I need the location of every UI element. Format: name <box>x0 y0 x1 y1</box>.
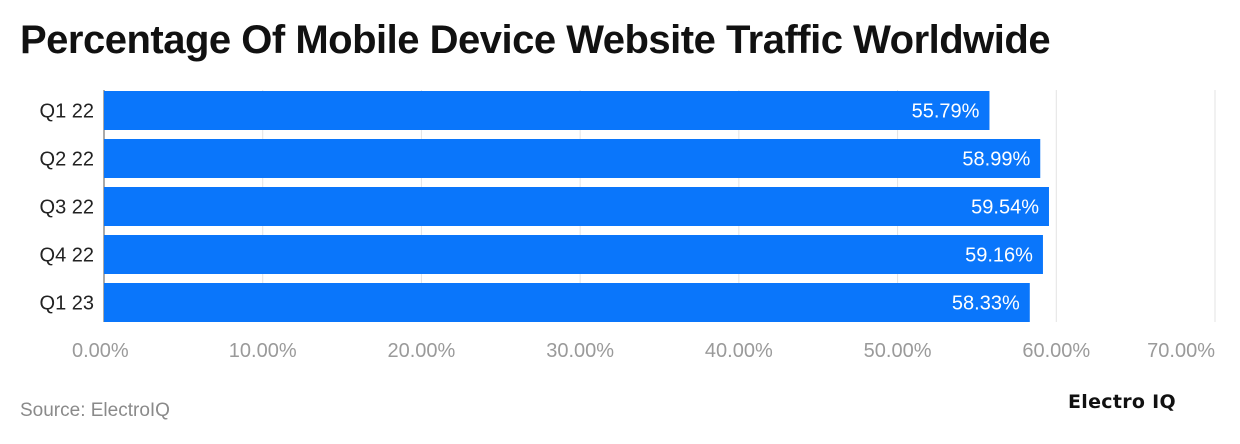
brand-logo: Electro IQ <box>1068 391 1176 413</box>
category-label: Q2 22 <box>40 149 94 171</box>
x-tick-label: 70.00% <box>1147 340 1215 362</box>
x-tick-label: 40.00% <box>705 340 773 362</box>
chart-title: Percentage Of Mobile Device Website Traf… <box>20 18 1051 62</box>
bar <box>104 283 1030 322</box>
x-tick-label: 20.00% <box>388 340 456 362</box>
bar <box>104 91 990 130</box>
category-label: Q1 23 <box>40 293 94 315</box>
x-tick-label: 0.00% <box>72 340 129 362</box>
value-label: 58.99% <box>962 149 1030 171</box>
x-tick-label: 10.00% <box>229 340 297 362</box>
bar <box>104 139 1041 178</box>
bar <box>104 235 1043 274</box>
value-label: 59.16% <box>965 245 1033 267</box>
x-tick-label: 50.00% <box>864 340 932 362</box>
category-label: Q3 22 <box>40 197 94 219</box>
labels: 0.00% 10.00% 20.00% 30.00% 40.00% 50.00% 60.00… <box>40 101 1216 363</box>
x-tick-label: 30.00% <box>546 340 614 362</box>
x-tick-label: 60.00% <box>1022 340 1090 362</box>
value-label: 58.33% <box>952 293 1020 315</box>
value-label: 55.79% <box>912 101 980 123</box>
bar <box>104 187 1049 226</box>
category-label: Q1 22 <box>40 101 94 123</box>
source-note: Source: ElectroIQ <box>20 400 170 421</box>
value-label: 59.54% <box>971 197 1039 219</box>
category-label: Q4 22 <box>40 245 94 267</box>
bars <box>104 91 1049 322</box>
